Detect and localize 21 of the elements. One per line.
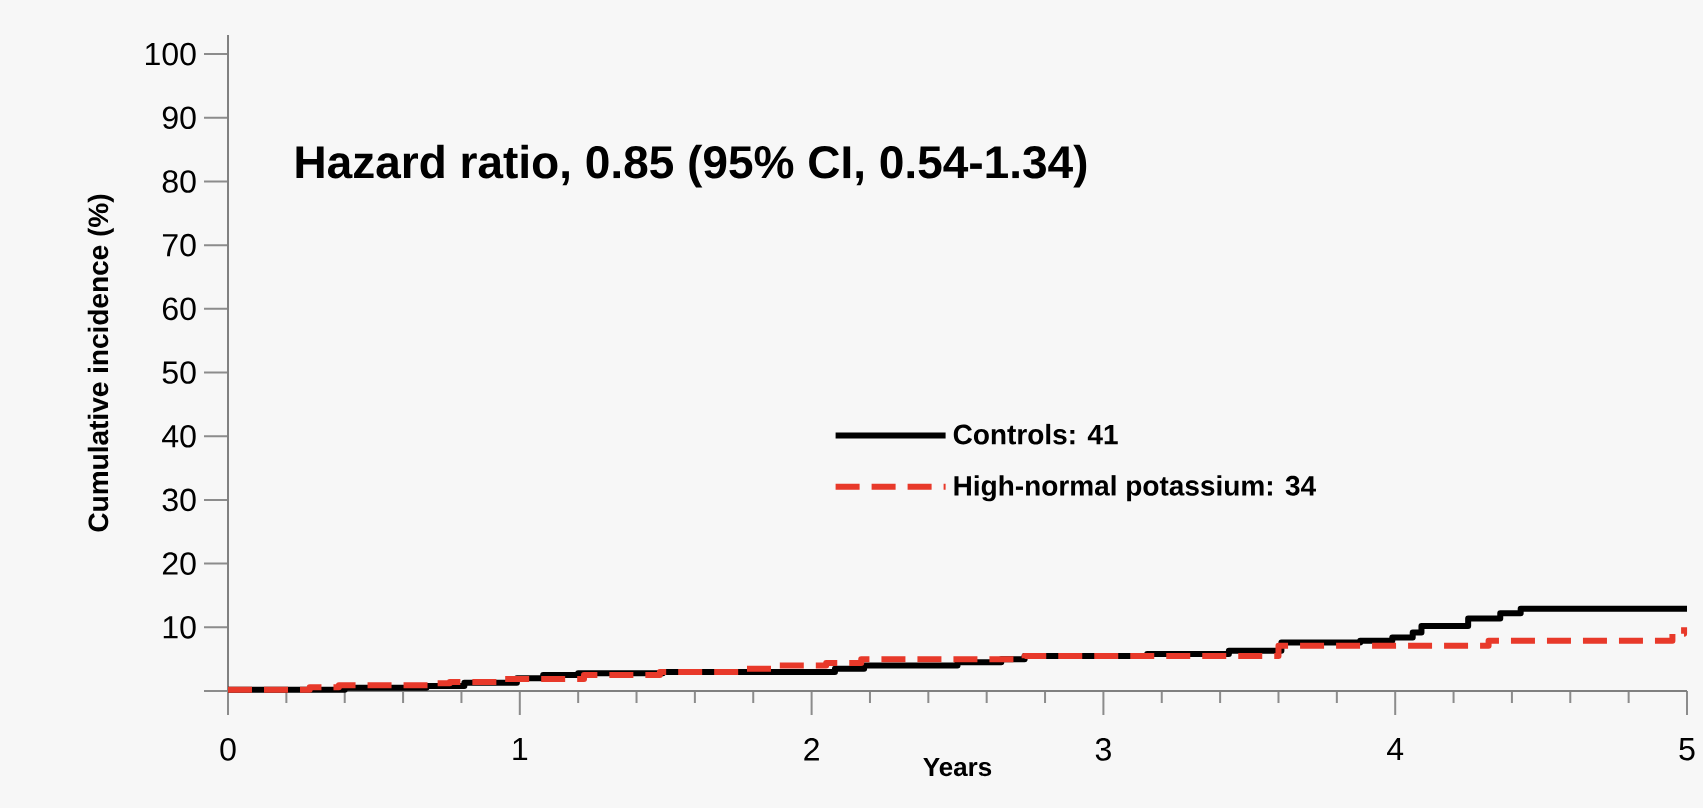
- x-tick-label: 0: [220, 738, 236, 761]
- x-tick-label: 1: [513, 738, 528, 761]
- legend-label: High-normal potassium: 34: [954, 475, 1316, 502]
- y-axis-title: Cumulative incidence (%): [87, 194, 114, 532]
- x-tick-label: 4: [1387, 738, 1404, 761]
- x-tick-label: 2: [804, 738, 819, 761]
- y-tick-label: 30: [162, 488, 196, 512]
- x-tick-label: 3: [1095, 738, 1111, 761]
- y-tick-label: 90: [162, 106, 196, 130]
- y-tick-label: 50: [162, 361, 196, 384]
- y-tick-label: 10: [163, 615, 196, 639]
- y-tick-label: 60: [162, 297, 196, 321]
- y-tick-label: 20: [162, 552, 196, 575]
- x-tick-label: 5: [1679, 738, 1695, 761]
- y-tick-label: 80: [162, 170, 196, 193]
- annotation: Hazard ratio, 0.85 (95% CI, 0.54-1.34): [296, 144, 1087, 188]
- legend-label: Controls: 41: [953, 423, 1118, 445]
- y-tick-label: 70: [162, 233, 196, 257]
- y-tick-label: 40: [162, 424, 196, 448]
- x-axis-title: Years: [923, 758, 992, 777]
- y-tick-label: 100: [145, 42, 196, 66]
